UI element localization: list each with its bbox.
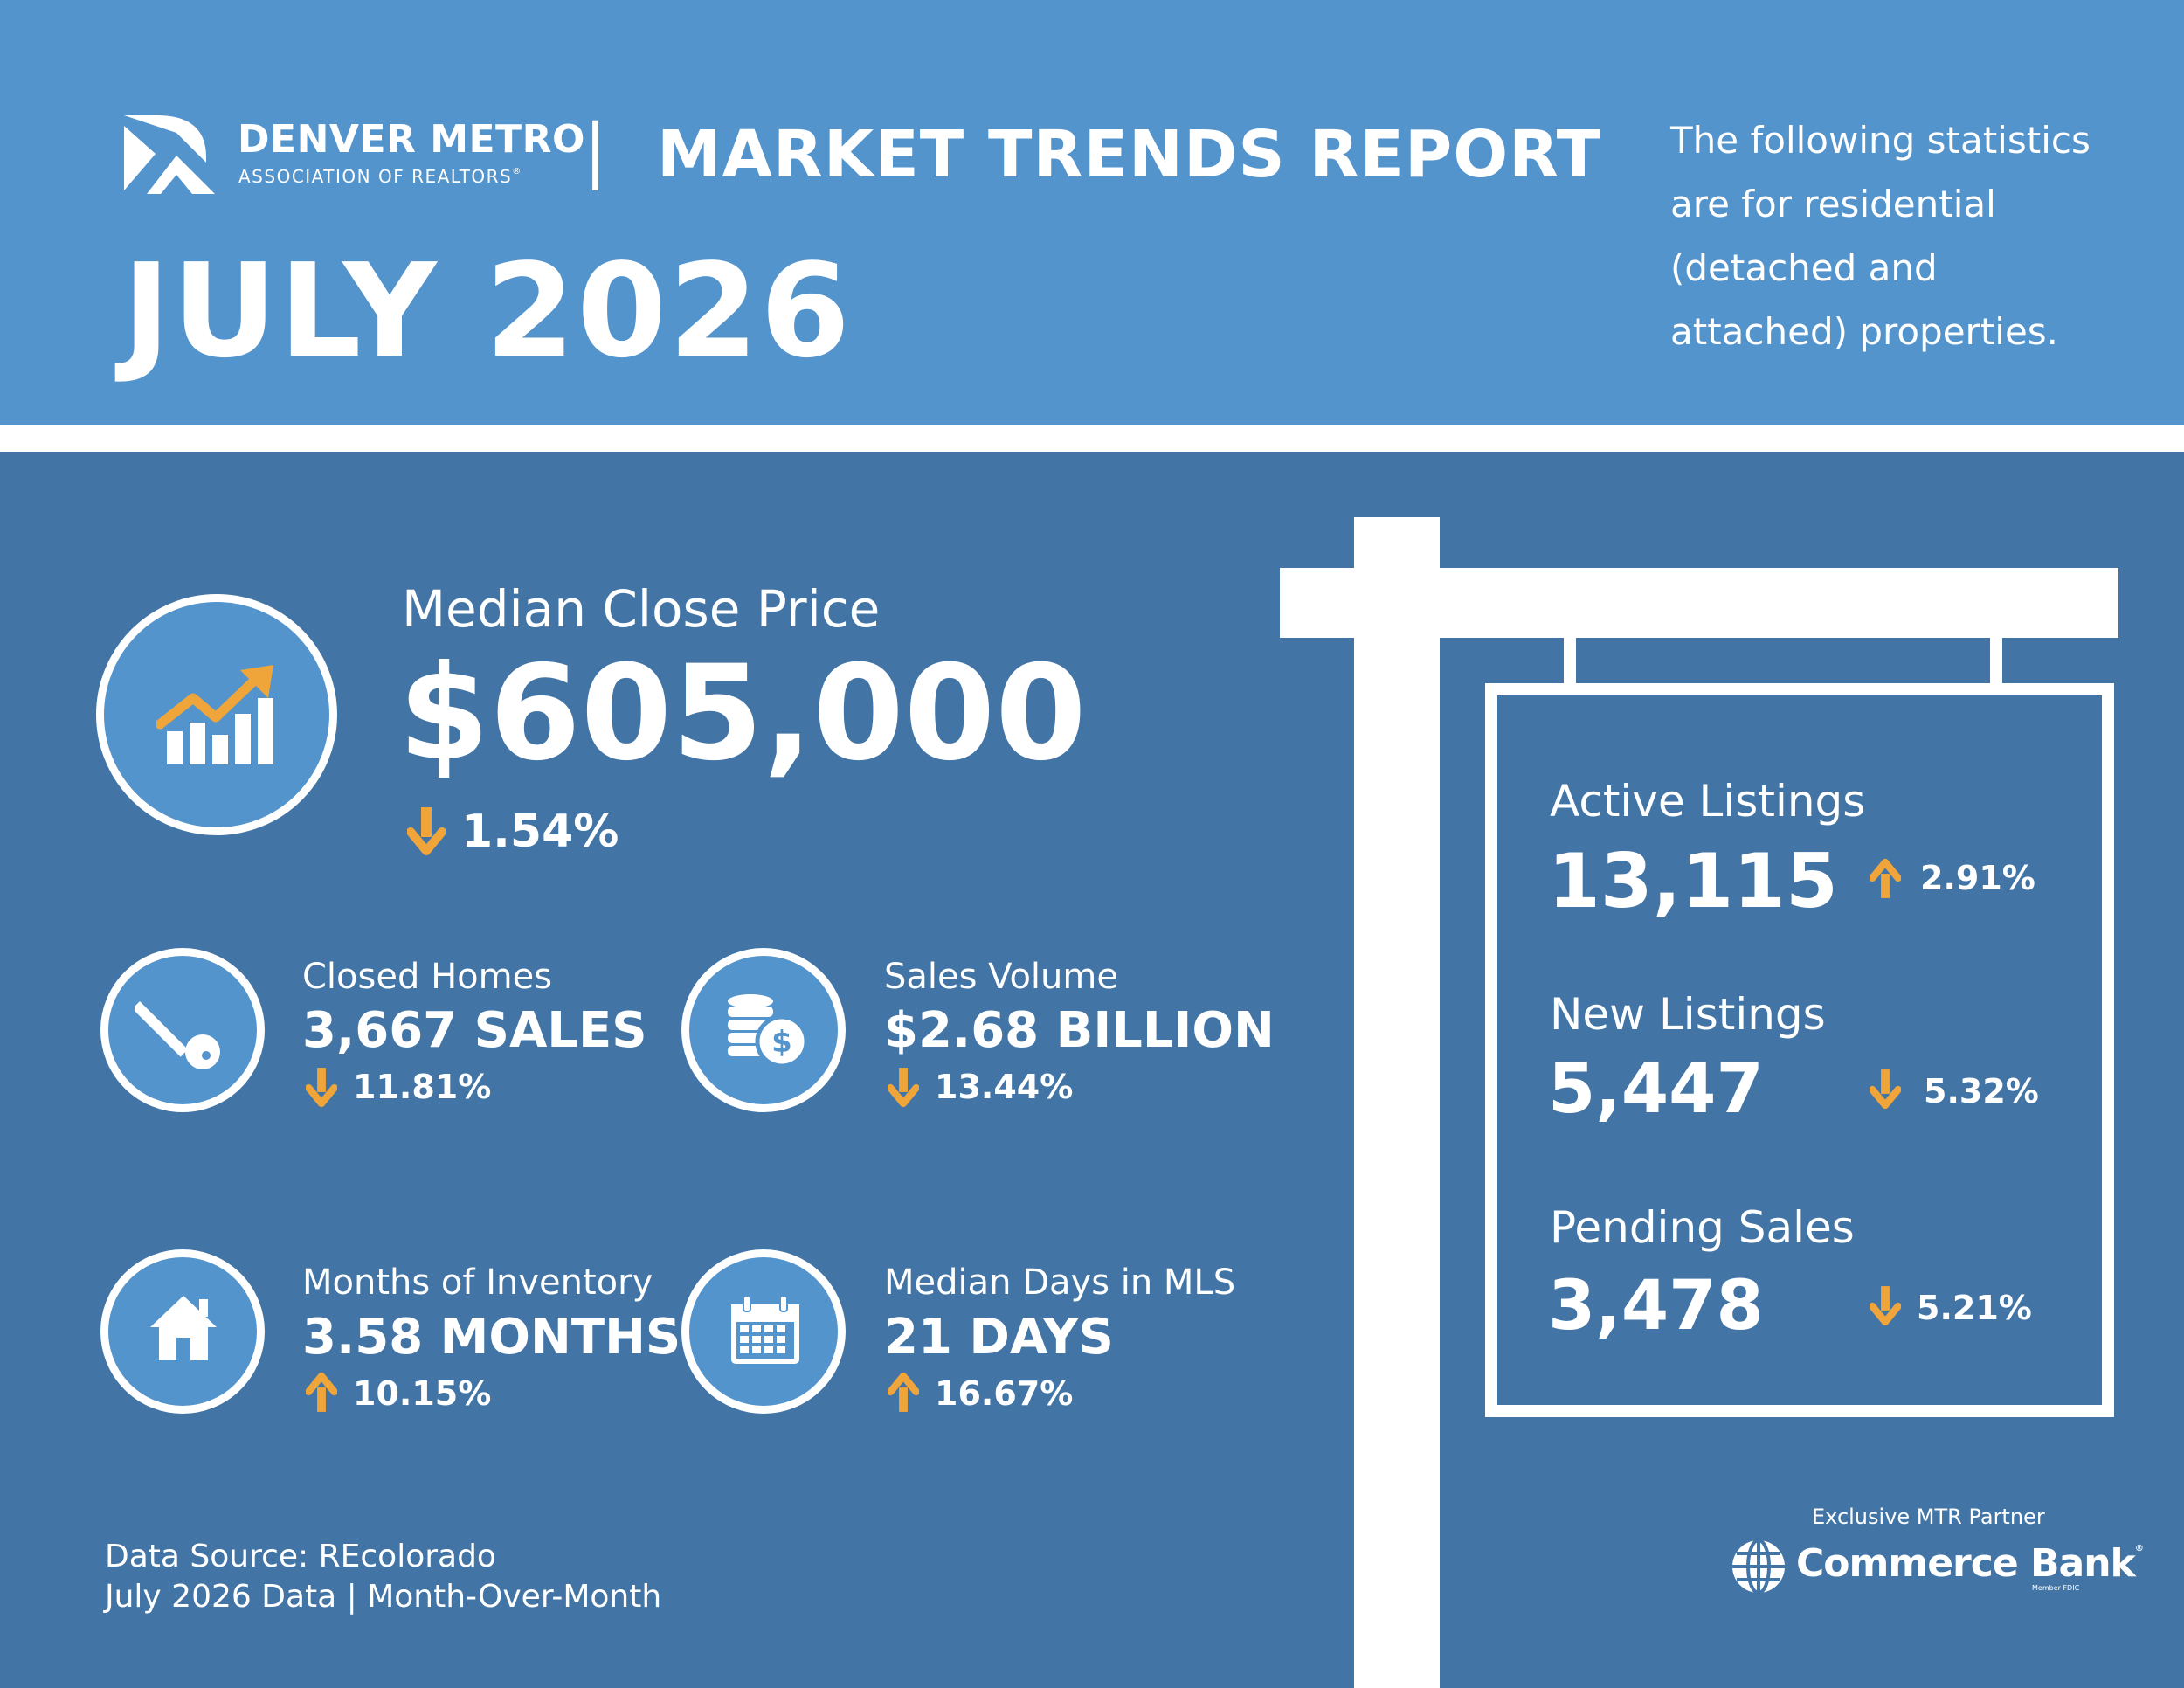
arrow-down-icon (888, 1068, 919, 1108)
sign-chain (1564, 633, 1576, 688)
arrow-down-icon (306, 1068, 337, 1108)
sales-volume-icon-circle: $ (681, 948, 846, 1112)
data-source: Data Source: REcolorado (105, 1539, 496, 1574)
header-divider: | (584, 109, 607, 190)
median-price-value: $605,000 (398, 638, 1087, 790)
arrow-up-icon (1870, 858, 1901, 898)
inventory-label: Months of Inventory (302, 1263, 653, 1303)
partner-member-fdic: Member FDIC (2032, 1584, 2080, 1592)
days-mls-label: Median Days in MLS (884, 1263, 1236, 1303)
arrow-down-icon (1870, 1286, 1901, 1326)
note-line: are for residential (1670, 183, 1996, 225)
dmar-logo-icon (124, 115, 215, 194)
pending-sales-value: 3,478 (1548, 1267, 1764, 1346)
arrow-down-icon (1870, 1069, 1901, 1110)
inventory-icon-circle (100, 1249, 265, 1414)
new-listings-label: New Listings (1550, 989, 1826, 1040)
new-listings-value: 5,447 (1548, 1050, 1764, 1129)
data-period: July 2026 Data | Month-Over-Month (105, 1579, 662, 1615)
active-listings-change: 2.91% (1920, 859, 2035, 897)
arrow-down-icon (407, 807, 446, 855)
org-subtitle: ASSOCIATION OF REALTORS® (238, 166, 522, 187)
median-price-icon-circle (96, 594, 337, 835)
closed-homes-change: 11.81% (353, 1068, 492, 1106)
closed-homes-label: Closed Homes (302, 957, 553, 997)
coins-icon: $ (728, 994, 809, 1069)
inventory-value: 3.58 MONTHS (302, 1309, 681, 1366)
sign-post (1354, 517, 1440, 1688)
arrow-up-icon (306, 1372, 337, 1412)
sign-crossbar (1280, 568, 2118, 638)
globe-icon (1732, 1539, 1785, 1595)
closed-homes-value: 3,667 SALES (302, 1002, 647, 1059)
report-title: MARKET TRENDS REPORT (657, 117, 1602, 192)
sales-volume-label: Sales Volume (884, 957, 1118, 997)
note-line: attached) properties. (1670, 310, 2059, 353)
sales-volume-change: 13.44% (935, 1068, 1074, 1106)
new-listings-change: 5.32% (1924, 1072, 2039, 1110)
house-icon (150, 1296, 217, 1360)
pending-sales-label: Pending Sales (1550, 1202, 1855, 1253)
closed-homes-icon-circle (100, 948, 265, 1112)
active-listings-label: Active Listings (1550, 776, 1866, 827)
properties-note: The following statistics are for residen… (1670, 122, 2091, 377)
arrow-up-icon (888, 1372, 919, 1412)
median-price-label: Median Close Price (402, 579, 881, 639)
pending-sales-change: 5.21% (1917, 1289, 2032, 1327)
sign-board (1485, 683, 2114, 1417)
partner-label: Exclusive MTR Partner (1812, 1505, 2045, 1529)
median-price-change: 1.54% (461, 806, 619, 858)
report-month-year: JULY 2026 (122, 236, 853, 386)
partner-name: Commerce Bank® (1796, 1541, 2144, 1586)
inventory-change: 10.15% (353, 1374, 492, 1413)
days-mls-icon-circle (681, 1249, 846, 1414)
note-line: (detached and (1670, 246, 1938, 289)
active-listings-value: 13,115 (1548, 838, 1838, 925)
sign-chain (1990, 633, 2002, 688)
key-icon (135, 1001, 220, 1069)
days-mls-value: 21 DAYS (884, 1309, 1114, 1366)
days-mls-change: 16.67% (935, 1374, 1074, 1413)
org-name: DENVER METRO (238, 117, 585, 162)
sales-volume-value: $2.68 BILLION (884, 1002, 1275, 1059)
header-band: DENVER METRO ASSOCIATION OF REALTORS® | … (0, 0, 2184, 425)
chart-growth-icon (156, 665, 273, 764)
calendar-icon (731, 1295, 799, 1364)
note-line: The following statistics (1670, 119, 2091, 162)
svg-text:$: $ (771, 1025, 792, 1060)
